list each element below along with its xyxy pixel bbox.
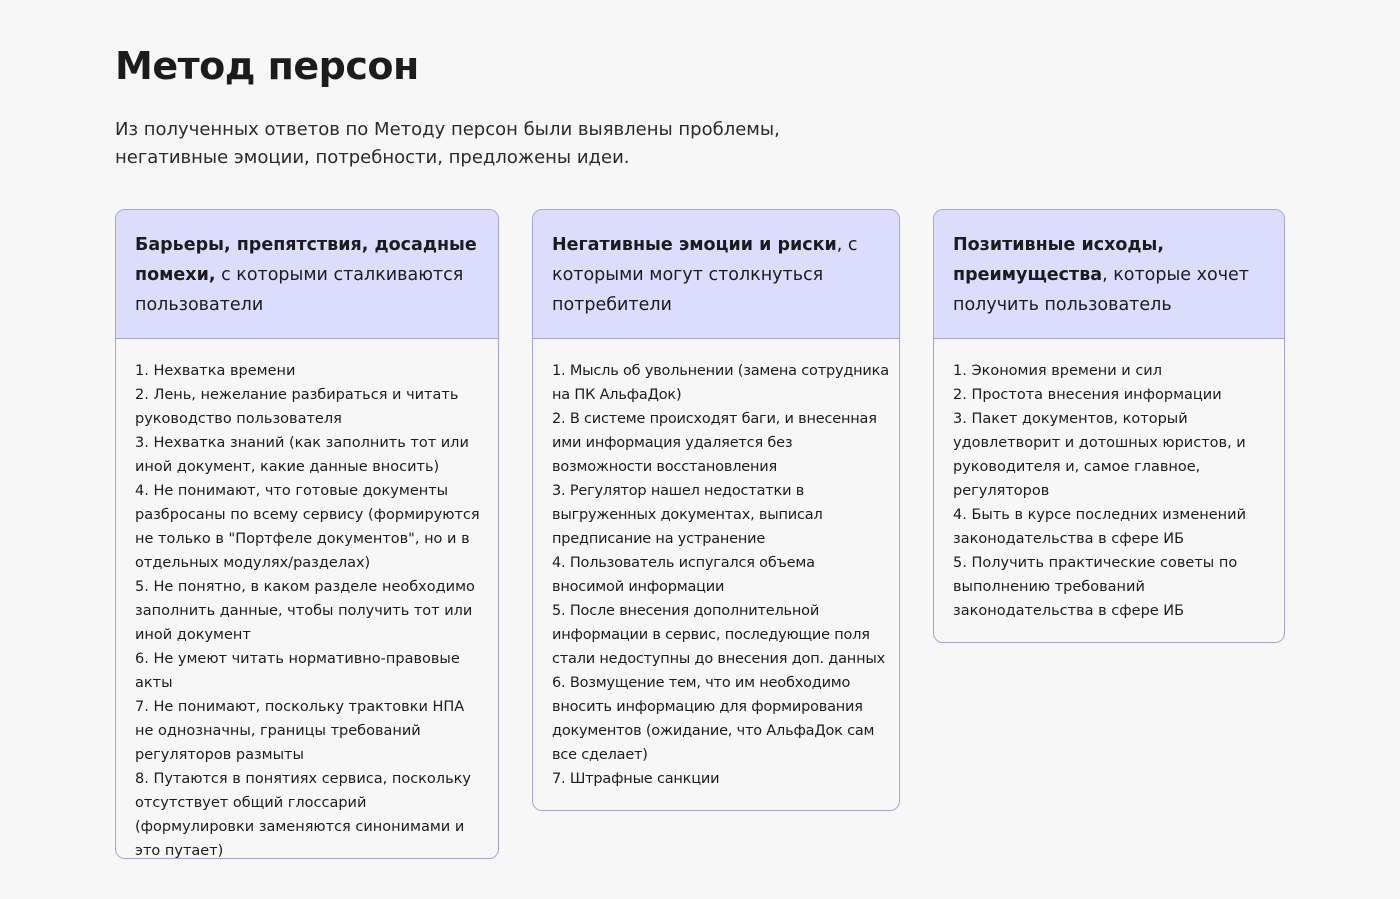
card-list: 1. Экономия времени и сил 2. Простота вне…: [934, 339, 1284, 641]
list-item: 2. Простота внесения информации: [953, 387, 1222, 403]
card-header-rest: , которые хочет получить пользователь: [953, 265, 1249, 315]
list-item: 3. Пакет документов, который удовлетвори…: [953, 411, 1246, 499]
card-header-bold: Негативные эмоции и риски: [552, 235, 837, 255]
card-list: 1. Мысль об увольнении (замена сотрудник…: [533, 339, 899, 809]
list-item: 8. Путаются в понятиях сервиса, поскольк…: [135, 771, 471, 859]
list-item: 1. Экономия времени и сил: [953, 363, 1162, 379]
list-item: 4. Пользователь испугался объема вносимо…: [552, 555, 815, 595]
list-item: 2. Лень, нежелание разбираться и читать …: [135, 387, 459, 427]
page-title: Метод персон: [115, 44, 419, 88]
list-item: 6. Не умеют читать нормативно-правовые а…: [135, 651, 460, 691]
card-list: 1. Нехватка времени 2. Лень, нежелание ра…: [116, 339, 498, 859]
card-barriers: Барьеры, препятствия, досадные помехи, с…: [115, 209, 499, 859]
list-item: 2. В системе происходят баги, и внесенна…: [552, 411, 877, 475]
list-item: 3. Регулятор нашел недостатки в выгружен…: [552, 483, 823, 547]
card-negative-emotions: Негативные эмоции и риски, с которыми мо…: [532, 209, 900, 811]
card-header-bold: Барьеры, препятствия, досадные помехи,: [135, 235, 477, 285]
card-header: Барьеры, препятствия, досадные помехи, с…: [116, 210, 498, 339]
list-item: 6. Возмущение тем, что им необходимо вно…: [552, 675, 875, 763]
list-item: 3. Нехватка знаний (как заполнить тот ил…: [135, 435, 469, 475]
card-positive-outcomes: Позитивные исходы, преимущества, которые…: [933, 209, 1285, 643]
card-header-rest: , с которыми могут столкнуться потребите…: [552, 235, 858, 315]
card-header-rest: с которыми сталкиваются пользователи: [135, 265, 464, 315]
list-item: 7. Не понимают, поскольку трактовки НПА …: [135, 699, 465, 763]
list-item: 5. После внесения дополнительной информа…: [552, 603, 885, 667]
list-item: 1. Нехватка времени: [135, 363, 296, 379]
card-header: Позитивные исходы, преимущества, которые…: [934, 210, 1284, 339]
card-header-bold: Позитивные исходы, преимущества: [953, 235, 1165, 285]
list-item: 5. Не понятно, в каком разделе необходим…: [135, 579, 475, 643]
list-item: 5. Получить практические советы по выпол…: [953, 555, 1238, 619]
list-item: 4. Быть в курсе последних изменений зако…: [953, 507, 1246, 547]
lead-text: Из полученных ответов по Методу персон б…: [115, 119, 780, 168]
card-header: Негативные эмоции и риски, с которыми мо…: [533, 210, 899, 339]
list-item: 7. Штрафные санкции: [552, 771, 720, 787]
list-item: 1. Мысль об увольнении (замена сотрудник…: [552, 363, 889, 403]
list-item: 4. Не понимают, что готовые документы ра…: [135, 483, 480, 571]
